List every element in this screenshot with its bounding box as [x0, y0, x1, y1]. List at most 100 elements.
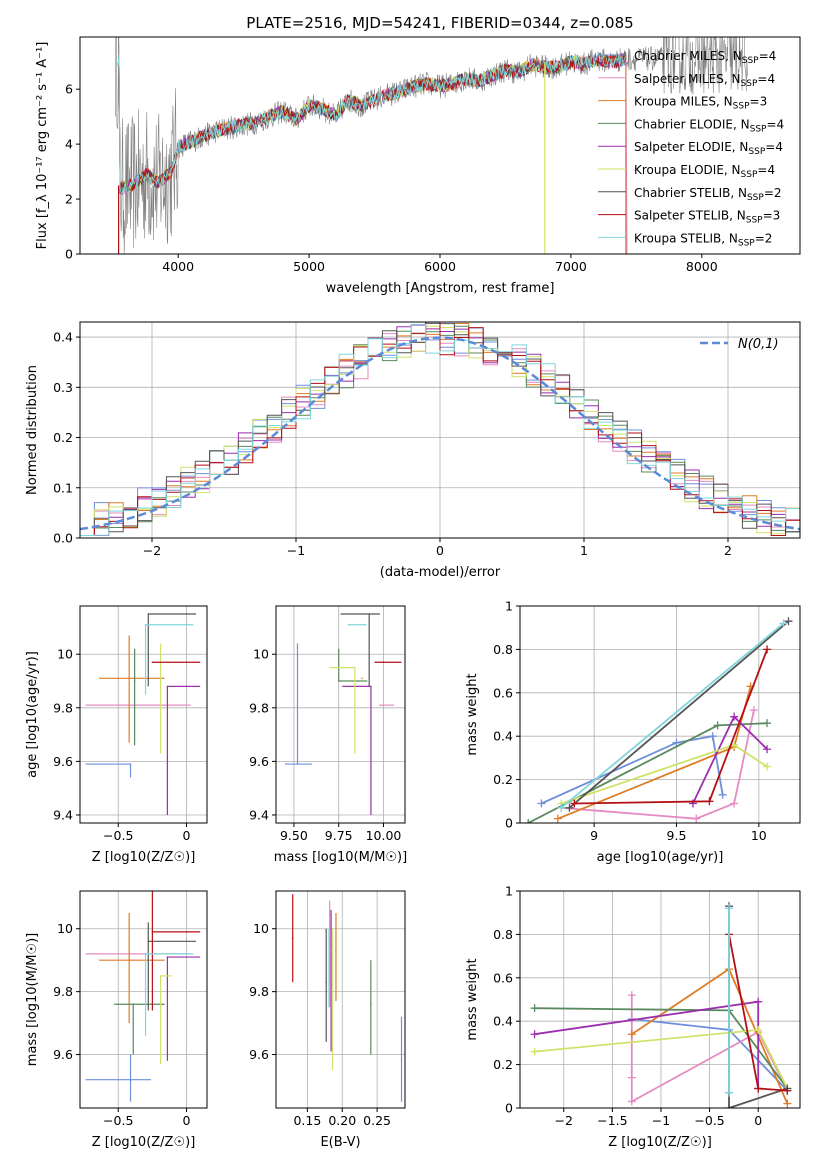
errorbar-point	[291, 894, 294, 983]
point-marker	[128, 959, 130, 961]
y-tick-label: 9.6	[53, 1047, 73, 1062]
errorbar-point	[400, 1016, 403, 1102]
plot-area	[115, 37, 748, 254]
plus-marker	[530, 1047, 539, 1056]
point-marker	[155, 704, 158, 706]
plus-marker	[553, 814, 562, 823]
plot-area	[284, 613, 402, 815]
x-tick-label: 4000	[162, 259, 194, 274]
legend-label: Salpeter ELODIE, N	[634, 140, 748, 154]
y-axis-label: mass weight	[465, 673, 480, 755]
residual-histogram	[80, 323, 800, 536]
y-tick-label: 6	[65, 82, 73, 97]
point-marker	[328, 959, 330, 961]
x-axis-label: Z [log10(Z/Z☉)]	[92, 850, 196, 865]
plus-marker	[754, 1025, 763, 1034]
legend-entry: Chabrier ELODIE, NSSP=4	[634, 117, 784, 134]
legend-count: =4	[759, 49, 777, 63]
weight-series-line	[534, 1000, 760, 1089]
figure-title: PLATE=2516, MJD=54241, FIBERID=0344, z=0…	[246, 14, 633, 32]
y-tick-label: 10	[57, 647, 73, 662]
x-axis-label: (data-model)/error	[380, 565, 501, 580]
y-axis-label: age [log10(age/yr)]	[25, 651, 40, 778]
x-tick-label: 0.20	[328, 1113, 356, 1128]
legend-count: =3	[750, 95, 768, 109]
x-tick-label: 0	[754, 1113, 762, 1128]
errorbar-point	[85, 704, 191, 706]
y-tick-label: 0.4	[493, 729, 513, 744]
plus-marker	[763, 719, 772, 728]
errorbar-point	[99, 635, 165, 743]
y-tick-label: 0.1	[53, 480, 73, 495]
legend-subscript: SSP	[750, 124, 767, 134]
panel-residuals: −2 −1 0 1 2 0.0 0.1 0.2 0.3 0.4 (data-model)/error…	[25, 321, 801, 580]
x-tick-label: 2	[724, 543, 732, 558]
y-tick-label: 0.0	[53, 531, 73, 546]
point-marker	[354, 666, 356, 669]
plot-area	[85, 891, 201, 1102]
legend-count: =4	[765, 140, 783, 154]
errorbar-point	[340, 613, 380, 687]
point-marker	[159, 666, 162, 669]
point-marker	[361, 677, 363, 680]
x-tick-label: −2	[555, 1113, 573, 1128]
y-tick-label: 0.6	[493, 685, 513, 700]
point-marker	[151, 931, 154, 933]
plus-marker	[672, 738, 681, 747]
point-marker	[330, 956, 332, 958]
x-tick-label: 9.75	[325, 828, 353, 843]
point-marker	[147, 940, 150, 943]
panel-age_vs_mass: 9.50 9.75 10.00 9.4 9.6 9.8 10 mass [log10(M/M☉…	[249, 605, 407, 865]
legend-label: Chabrier STELIB, N	[634, 186, 747, 200]
point-marker	[166, 956, 169, 958]
axes-frame	[79, 605, 208, 824]
y-tick-label: 0.2	[53, 430, 73, 445]
y-tick-label: 9.6	[53, 754, 73, 769]
y-tick-label: 10	[57, 921, 73, 936]
y-tick-label: 0.8	[493, 642, 513, 657]
y-tick-label: 0.3	[53, 380, 73, 395]
y-axis-label: Flux [f_λ 10⁻¹⁷ erg cm⁻² s⁻¹ A⁻¹]	[35, 42, 50, 250]
legend-subscript: SSP	[747, 193, 764, 203]
legend-label: Salpeter STELIB, N	[634, 209, 746, 223]
legend-label: Kroupa ELODIE, N	[634, 163, 741, 177]
point-marker	[129, 763, 132, 765]
model-spectrum-line	[117, 52, 628, 254]
plus-marker	[749, 706, 758, 715]
point-marker	[370, 1003, 372, 1006]
x-tick-label: −1	[287, 543, 305, 558]
point-marker	[144, 953, 147, 955]
legend-entry: Salpeter STELIB, NSSP=3	[634, 209, 780, 226]
errorbar-point	[85, 1054, 152, 1102]
point-marker	[291, 937, 294, 939]
legend-subscript: SSP	[746, 216, 763, 226]
errorbar-point	[99, 913, 165, 1024]
errorbar-point	[342, 685, 372, 815]
errorbar-point	[85, 763, 132, 778]
x-axis-label: age [log10(age/yr)]	[597, 850, 724, 865]
plus-marker	[627, 1073, 636, 1082]
legend-entry: Chabrier STELIB, NSSP=2	[634, 186, 782, 203]
plus-marker	[708, 732, 717, 741]
legend-count: =4	[757, 163, 775, 177]
legend-entry: Kroupa STELIB, NSSP=2	[634, 231, 772, 248]
axes-frame	[79, 890, 208, 1109]
y-tick-label: 1	[505, 884, 513, 899]
y-tick-label: 9.8	[249, 984, 269, 999]
model-spectrum-line	[117, 52, 627, 194]
x-tick-label: 0	[183, 828, 191, 843]
point-marker	[296, 763, 299, 765]
axes-frame	[519, 605, 801, 824]
x-tick-label: −2	[143, 543, 161, 558]
plus-marker	[524, 819, 533, 823]
plus-marker	[763, 762, 772, 771]
x-tick-label: 0.25	[363, 1113, 391, 1128]
point-marker	[370, 685, 372, 688]
errorbar-point	[335, 913, 337, 1002]
plus-marker	[718, 790, 727, 799]
plus-marker	[627, 1030, 636, 1039]
errorbar-point	[151, 891, 201, 1011]
plus-marker	[725, 1104, 734, 1108]
plus-marker	[530, 1004, 539, 1013]
